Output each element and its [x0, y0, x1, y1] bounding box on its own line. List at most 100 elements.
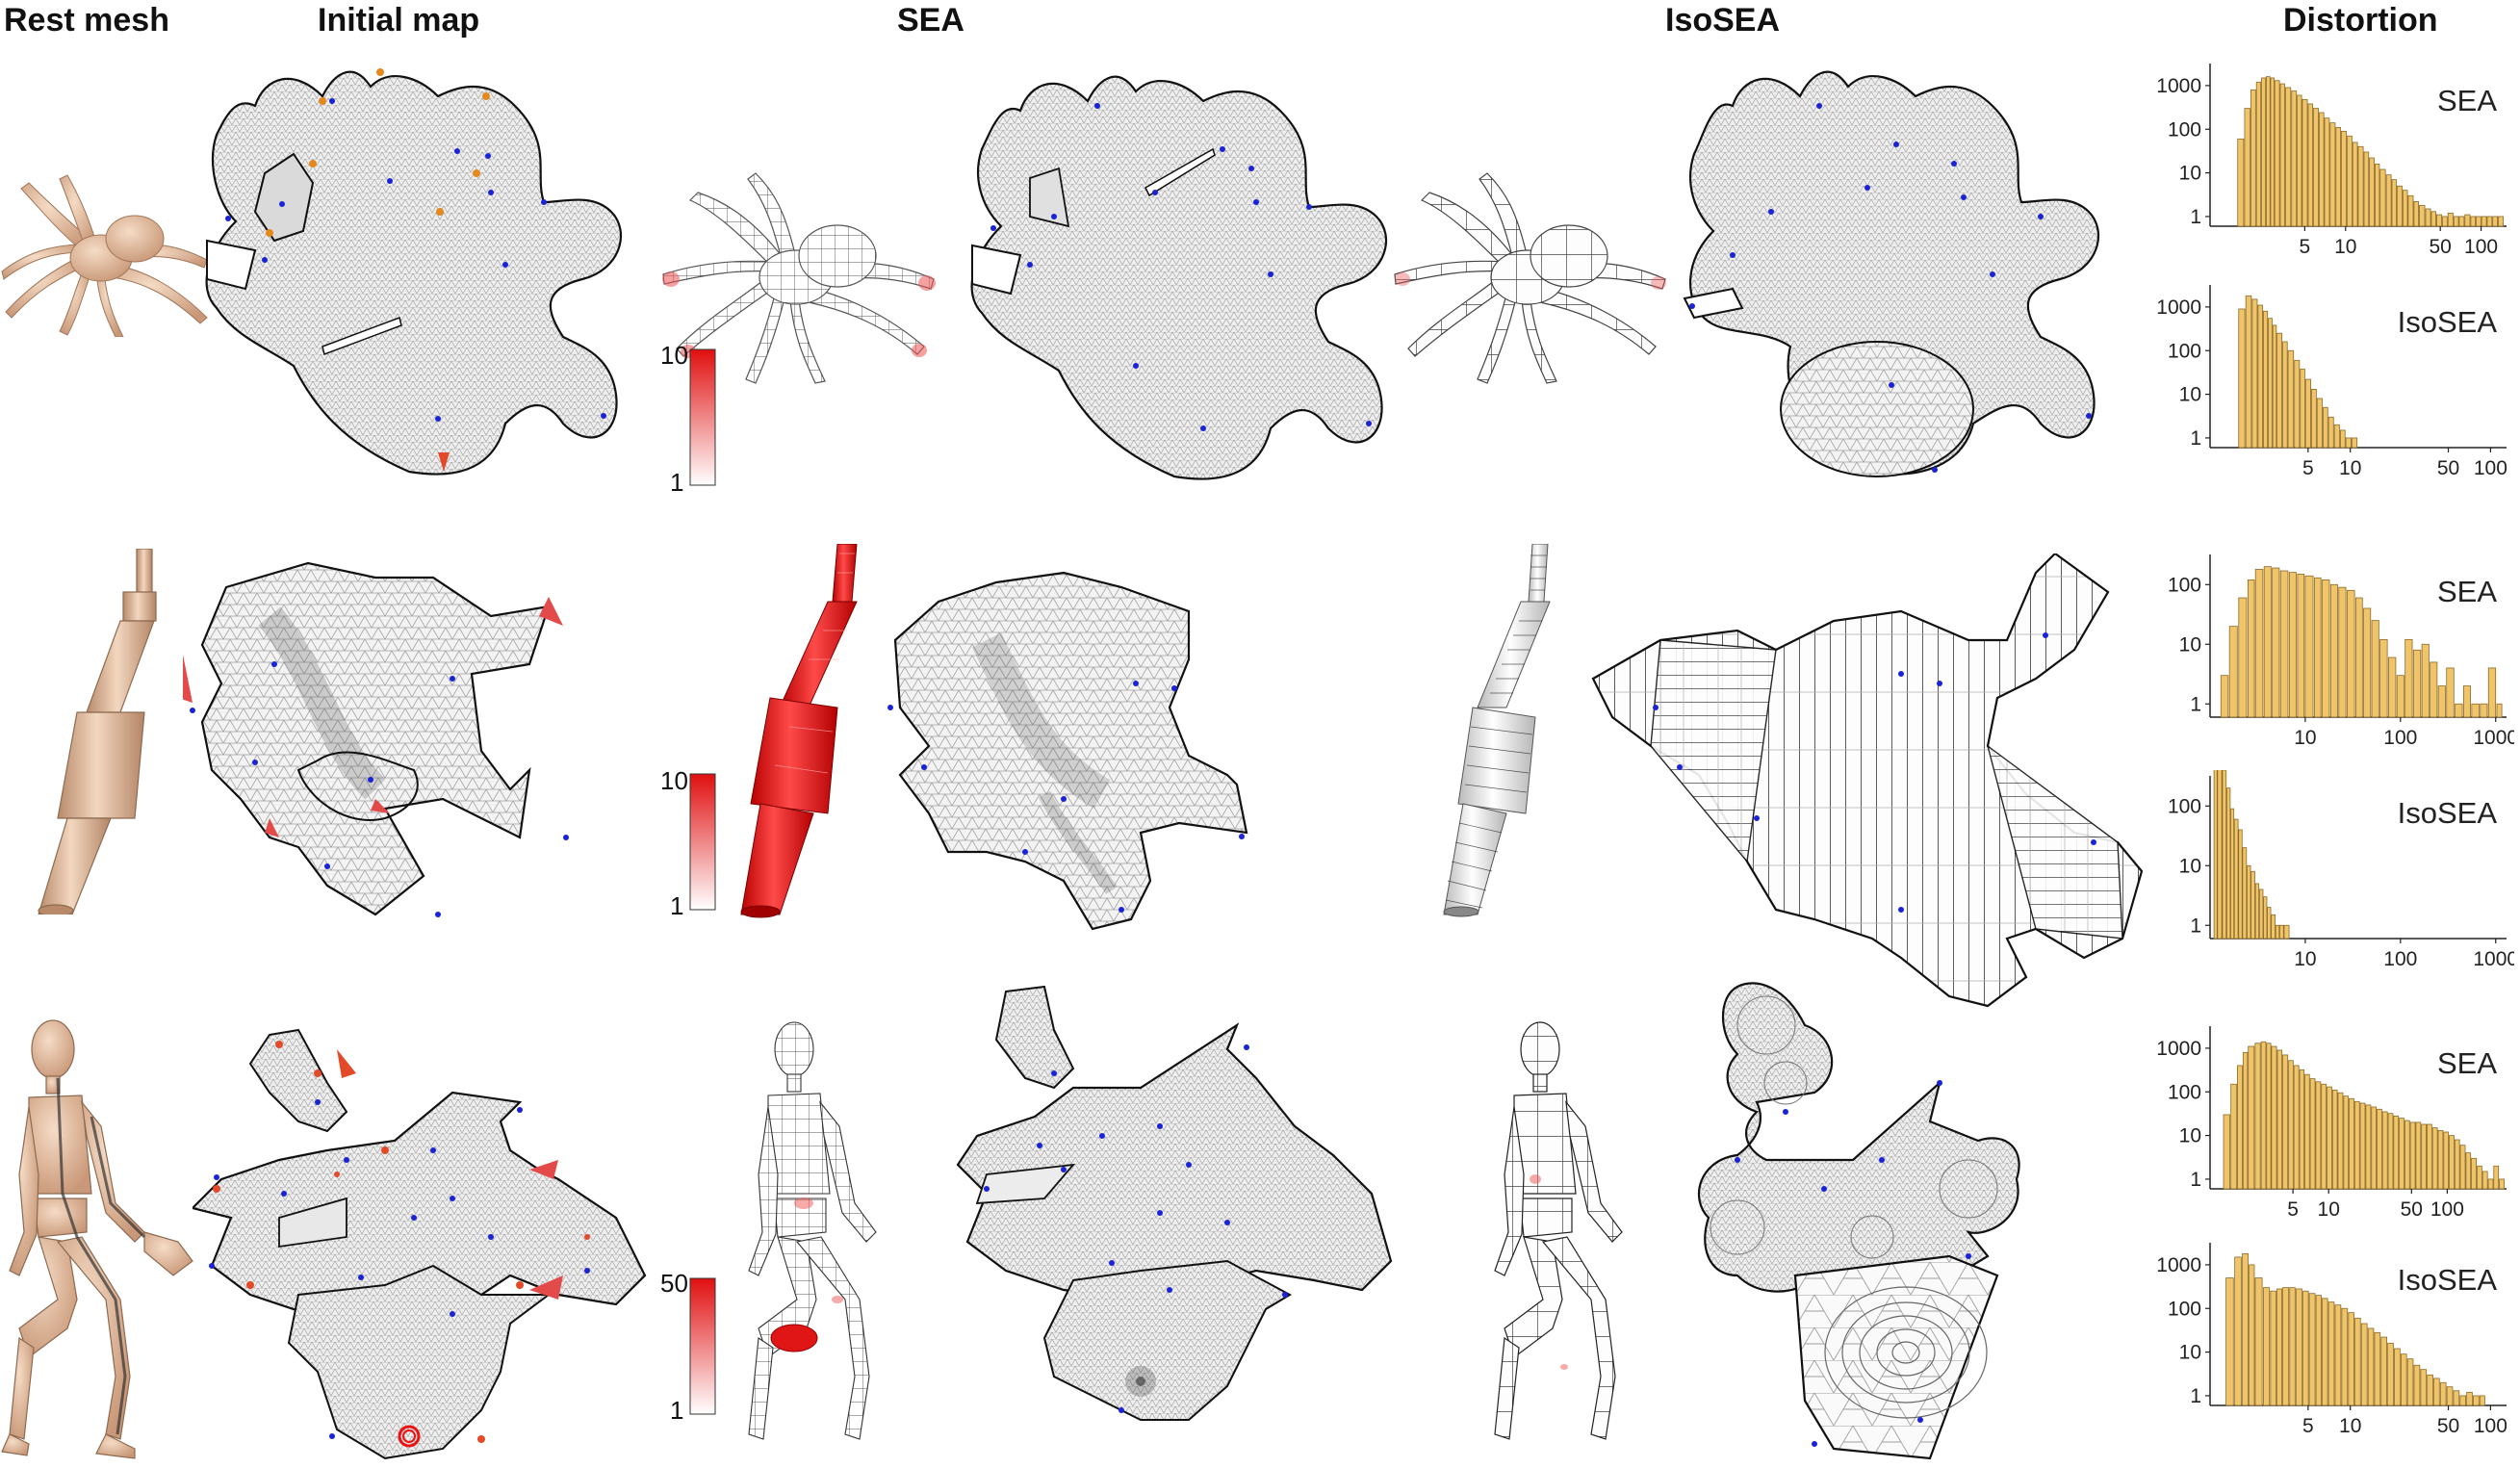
- y-tick-label: 100: [2168, 574, 2201, 596]
- histogram-bar: [2352, 437, 2358, 449]
- column-title-isosea: IsoSEA: [1665, 2, 1781, 39]
- y-tick-label: 10: [2179, 855, 2201, 877]
- histogram-bar: [2321, 579, 2330, 718]
- histogram-bar: [2228, 626, 2238, 718]
- x-tick-label: 100: [2474, 1415, 2507, 1437]
- colorbar-row1: [689, 348, 716, 491]
- histogram-bar: [2493, 1165, 2500, 1190]
- colorbar-row1-max: 10: [660, 341, 688, 370]
- histogram-bar: [2396, 675, 2404, 718]
- column-title-distortion: Distortion: [2283, 2, 2438, 39]
- sea-map-shaft: [871, 563, 1352, 948]
- histogram-bar: [2242, 1252, 2249, 1406]
- y-tick-label: 10: [2179, 163, 2201, 185]
- histogram-bar: [2492, 216, 2498, 227]
- histogram-bar: [2455, 703, 2463, 718]
- histogram-bar: [2394, 1348, 2401, 1406]
- x-tick-label: 1000: [2473, 948, 2514, 970]
- histogram-bar: [2247, 864, 2251, 940]
- y-tick-label: 1000: [2156, 1254, 2201, 1276]
- histogram-bar: [2449, 1135, 2455, 1190]
- x-tick-label: 100: [2430, 1198, 2464, 1221]
- histogram-bar: [2407, 194, 2414, 227]
- histogram-bar: [2217, 748, 2223, 940]
- histogram-bar: [2371, 620, 2379, 718]
- histogram-bar: [2459, 1395, 2467, 1406]
- histogram-bar: [2279, 83, 2285, 227]
- isosea-shape-mannequin: [1487, 1011, 1651, 1463]
- histogram-bar: [2481, 216, 2487, 227]
- histogram-bar: [2257, 304, 2263, 449]
- x-tick-label: 5: [2287, 1198, 2299, 1221]
- histogram-bar: [2238, 308, 2246, 449]
- histogram-bar: [2409, 1121, 2416, 1190]
- y-tick-label: 10: [2179, 633, 2201, 656]
- histogram-bar: [2454, 1139, 2460, 1190]
- colorbar-row1-min: 1: [670, 468, 684, 497]
- histogram-bar: [2302, 1290, 2309, 1406]
- histogram-bar: [2443, 1131, 2450, 1190]
- histogram-bar: [2415, 1121, 2422, 1190]
- y-tick-label: 10: [2179, 1342, 2201, 1364]
- x-tick-label: 10: [2334, 236, 2356, 258]
- histogram-bar: [2473, 1395, 2480, 1406]
- histogram-bar: [2439, 1381, 2447, 1406]
- histogram-bar: [2470, 216, 2477, 227]
- rest-mesh-mannequin: [0, 1011, 221, 1463]
- histogram-bar: [2369, 157, 2375, 227]
- histogram-bar: [2499, 1178, 2506, 1190]
- histogram-bar: [2486, 216, 2493, 227]
- histogram-bar: [2430, 211, 2436, 227]
- histogram-row3-sea: 1000 100 10 1 5 10 50 100 SEA: [2148, 1020, 2514, 1232]
- column-title-initial-map: Initial map: [318, 2, 480, 39]
- histogram-bar: [2237, 138, 2245, 227]
- histogram-bar: [2271, 1045, 2277, 1190]
- histogram-bar: [2315, 1081, 2322, 1190]
- histogram-bar: [2404, 1120, 2410, 1190]
- histogram-bar: [2282, 1287, 2290, 1406]
- histogram-bar: [2355, 597, 2363, 718]
- histogram-bar: [2261, 77, 2267, 227]
- histogram-bar: [2263, 896, 2268, 940]
- histogram-bar: [2230, 808, 2235, 940]
- histogram-bar: [2288, 1060, 2294, 1190]
- histogram-bar: [2311, 389, 2317, 449]
- histogram-bar: [2247, 579, 2255, 718]
- histogram-bar: [2458, 216, 2465, 227]
- histogram-bar: [2238, 597, 2248, 718]
- histogram-bar: [2349, 1097, 2354, 1190]
- histogram-bar: [2498, 216, 2504, 227]
- y-tick-label: 10: [2179, 384, 2201, 406]
- histogram-bar: [2387, 1342, 2394, 1406]
- histogram-bar: [2258, 889, 2264, 940]
- histogram-bar: [2222, 769, 2227, 940]
- histogram-bar: [2402, 190, 2408, 227]
- histogram-bar: [2324, 117, 2330, 227]
- histogram-row1-isosea: 1000 100 10 1 5 10 50 100 IsoSEA: [2148, 279, 2514, 491]
- histogram-bar: [2348, 1312, 2354, 1406]
- histogram-bar: [2289, 1287, 2296, 1406]
- histogram-bar: [2272, 567, 2280, 718]
- histogram-bar: [2225, 1277, 2234, 1406]
- histogram-method-label: SEA: [2437, 84, 2497, 117]
- isosea-map-spider: [1675, 58, 2156, 491]
- histogram-row2-sea: 100 10 1 10 100 1000 SEA: [2148, 549, 2518, 760]
- histogram-bar: [2329, 122, 2336, 227]
- rest-mesh-spider: [0, 173, 221, 337]
- sea-shape-mannequin: [741, 1011, 905, 1463]
- y-tick-label: 1: [2190, 1169, 2201, 1191]
- histogram-bar: [2291, 90, 2298, 227]
- histogram-bar: [2329, 583, 2338, 718]
- histogram-bar: [2254, 1043, 2261, 1190]
- histogram-bar: [2304, 378, 2311, 449]
- histogram-bar: [2309, 1078, 2316, 1190]
- histogram-bar: [2249, 1264, 2255, 1406]
- x-tick-label: 50: [2430, 236, 2452, 258]
- histogram-bar: [2276, 1049, 2283, 1190]
- histogram-bar: [2272, 324, 2277, 449]
- histogram-bar: [2421, 1123, 2427, 1190]
- histogram-bar: [2338, 586, 2347, 718]
- histogram-bar: [2453, 1390, 2460, 1406]
- histogram-bar: [2427, 1374, 2433, 1406]
- histogram-bar: [2453, 216, 2459, 227]
